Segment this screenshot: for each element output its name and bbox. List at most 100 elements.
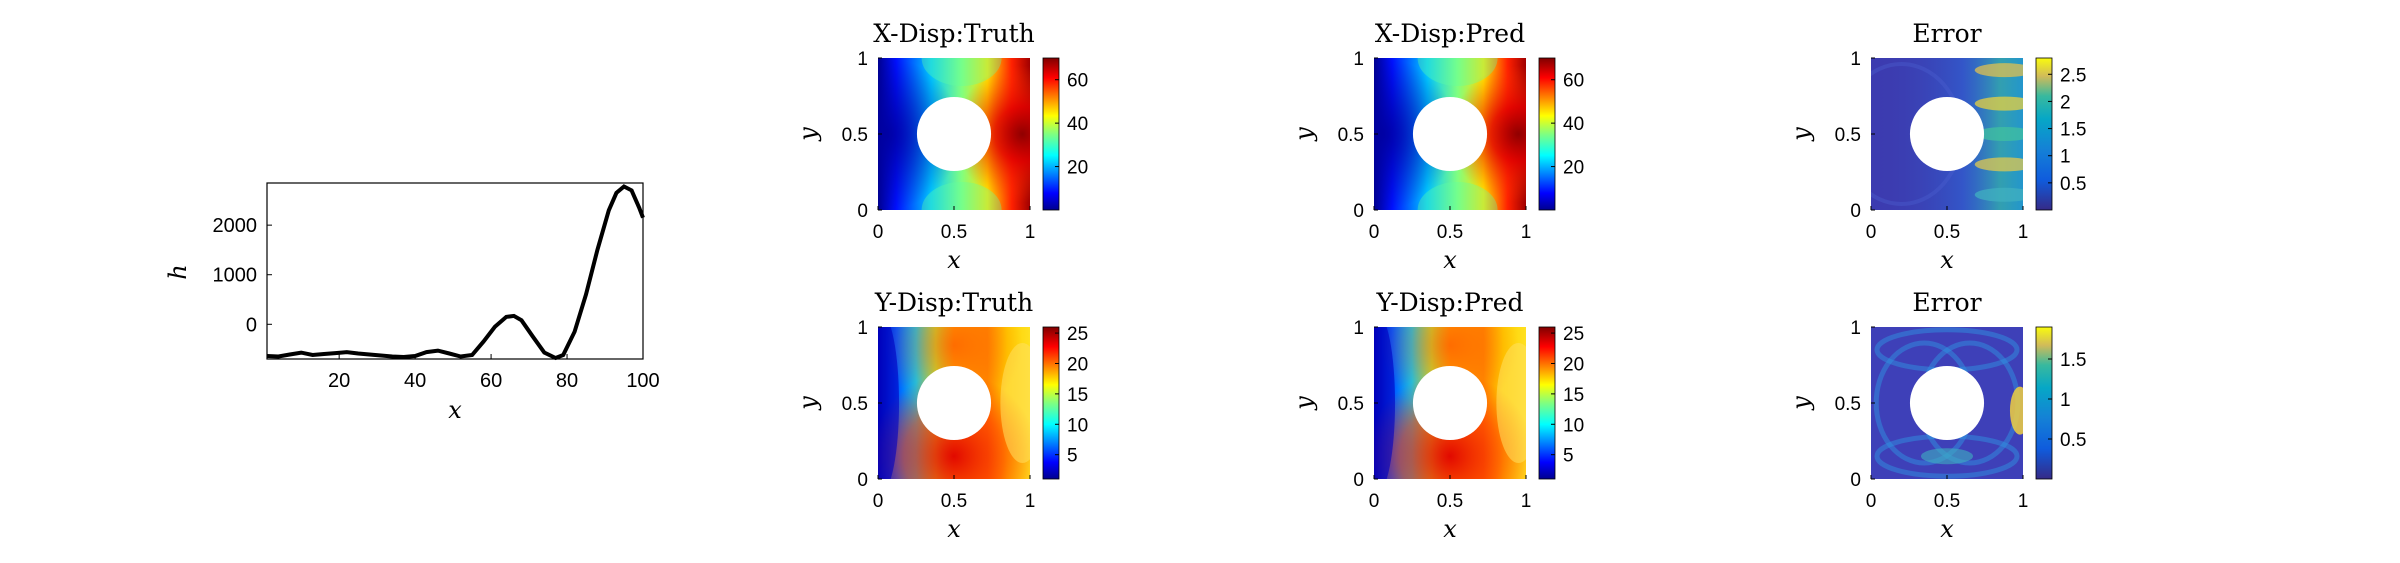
y-tick-label: 0 (857, 201, 868, 222)
heatmap-field (878, 327, 1030, 479)
panel-title: X-Disp:Pred (1375, 19, 1525, 48)
x-tick-label: 1 (1025, 491, 1036, 512)
colorbar (1538, 326, 1556, 480)
y-axis-label: y (1290, 127, 1318, 142)
colorbar-tick-label: 10 (1563, 415, 1584, 436)
x-tick-label: 0 (1866, 491, 1877, 512)
colorbar (1042, 57, 1060, 211)
x-axis-label: x (947, 246, 961, 274)
colorbar-tick-label: 40 (1067, 114, 1088, 135)
x-axis-label: x (1940, 515, 1954, 543)
y-tick-label: 0.5 (1835, 125, 1861, 146)
colorbar-tick-label: 1.5 (2060, 120, 2086, 141)
x-tick-label: 1 (2018, 491, 2029, 512)
panel-title: Error (1912, 288, 1981, 317)
x-tick-label: 0.5 (941, 491, 967, 512)
colorbar-tick-label: 25 (1563, 324, 1584, 345)
y-axis-label: h (164, 264, 192, 279)
hole (1412, 365, 1488, 441)
y-tick-label: 1 (857, 318, 868, 339)
x-tick-label: 0.5 (1934, 222, 1960, 243)
colorbar-tick-label: 20 (1563, 354, 1584, 375)
heatmap-panel: Error 0 0.5 1 0 0.5 1 x y 0.5 1 1.5 (1787, 288, 2086, 543)
y-tick-label: 0.5 (1835, 394, 1861, 415)
y-tick-label: 0 (246, 314, 257, 336)
line-plot-h: 20 40 60 80 100 0 1000 2000 x h (164, 182, 660, 424)
x-tick-label: 1 (1025, 222, 1036, 243)
colorbar (2035, 57, 2053, 211)
y-tick-label: 0.5 (1338, 394, 1364, 415)
colorbar-tick-label: 2.5 (2060, 65, 2086, 86)
colorbar-tick-label: 60 (1067, 71, 1088, 92)
hole (1412, 96, 1488, 172)
colorbar-tick-label: 1 (2060, 147, 2071, 168)
colorbar-tick-label: 2 (2060, 92, 2071, 113)
y-ticks: 0 1000 2000 (213, 215, 272, 336)
x-axis-label: x (1940, 246, 1954, 274)
x-tick-label: 0 (1369, 222, 1380, 243)
x-tick-label: 1 (1521, 491, 1532, 512)
y-axis-label: y (1787, 127, 1815, 142)
colorbar-tick-label: 0.5 (2060, 430, 2086, 451)
x-tick-label: 1 (1521, 222, 1532, 243)
x-tick-label: 0 (873, 491, 884, 512)
y-tick-label: 1000 (213, 265, 258, 287)
colorbar-tick-label: 15 (1067, 385, 1088, 406)
colorbar-tick-label: 40 (1563, 114, 1584, 135)
colorbar-tick-label: 20 (1067, 354, 1088, 375)
x-tick-label: 0.5 (1437, 222, 1463, 243)
colorbar-tick-label: 1 (2060, 390, 2071, 411)
y-tick-label: 2000 (213, 215, 258, 237)
x-tick-label: 0.5 (1437, 491, 1463, 512)
y-tick-label: 0 (1353, 470, 1364, 491)
colorbar-tick-label: 25 (1067, 324, 1088, 345)
colorbar (1042, 326, 1060, 480)
panel-title: Y-Disp:Truth (874, 288, 1033, 317)
heatmap-panel: X-Disp:Truth 0 0.5 1 0 0.5 1 x y 20 40 60 (794, 19, 1088, 274)
panel-title: X-Disp:Truth (873, 19, 1035, 48)
x-tick-label: 0 (1369, 491, 1380, 512)
colorbar-tick-label: 20 (1067, 158, 1088, 179)
hole (1909, 365, 1985, 441)
y-tick-label: 1 (857, 49, 868, 70)
colorbar (1538, 57, 1556, 211)
x-tick-label: 100 (626, 370, 659, 392)
x-ticks: 20 40 60 80 100 (328, 354, 660, 392)
x-tick-label: 80 (556, 370, 578, 392)
y-tick-label: 0.5 (842, 125, 868, 146)
y-tick-label: 0.5 (842, 394, 868, 415)
y-tick-label: 0.5 (1338, 125, 1364, 146)
y-axis-label: y (794, 396, 822, 411)
colorbar-tick-label: 20 (1563, 158, 1584, 179)
x-tick-label: 60 (480, 370, 502, 392)
x-tick-label: 1 (2018, 222, 2029, 243)
x-axis-label: x (947, 515, 961, 543)
y-tick-label: 0 (1850, 201, 1861, 222)
h-series-line (266, 184, 645, 361)
panel-title: Error (1912, 19, 1981, 48)
x-tick-label: 0 (1866, 222, 1877, 243)
colorbar-tick-label: 60 (1563, 71, 1584, 92)
x-axis-label: x (448, 396, 462, 424)
panel-title: Y-Disp:Pred (1375, 288, 1523, 317)
plot-frame (266, 182, 644, 360)
y-tick-label: 1 (1850, 318, 1861, 339)
colorbar-tick-label: 1.5 (2060, 350, 2086, 371)
x-tick-label: 20 (328, 370, 350, 392)
x-tick-label: 0.5 (941, 222, 967, 243)
y-tick-label: 0 (1353, 201, 1364, 222)
y-tick-label: 0 (1850, 470, 1861, 491)
y-tick-label: 1 (1353, 49, 1364, 70)
x-axis-label: x (1443, 515, 1457, 543)
y-tick-label: 1 (1353, 318, 1364, 339)
hole (1909, 96, 1985, 172)
colorbar-tick-label: 10 (1067, 415, 1088, 436)
y-axis-label: y (1290, 396, 1318, 411)
y-tick-label: 0 (857, 470, 868, 491)
x-axis-label: x (1443, 246, 1457, 274)
y-axis-label: y (1787, 396, 1815, 411)
colorbar-tick-label: 15 (1563, 385, 1584, 406)
